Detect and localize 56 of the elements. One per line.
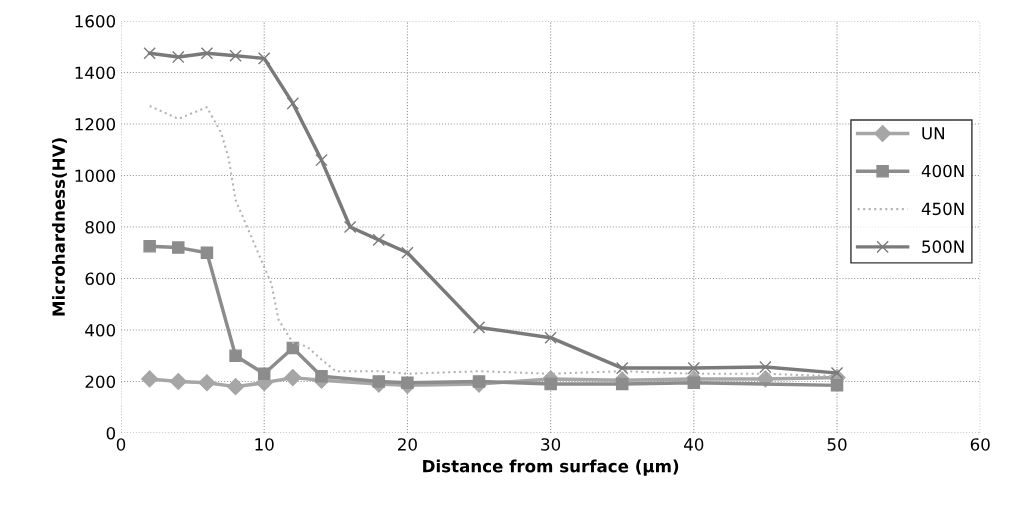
point <box>759 360 772 374</box>
point <box>401 376 414 390</box>
x-tick-label: 50 <box>827 438 847 451</box>
x-tick-label: 10 <box>255 438 274 451</box>
x-tick-label: 0 <box>116 438 126 451</box>
y-tick-label: 200 <box>85 375 116 389</box>
y-tick-label: 1400 <box>75 66 116 80</box>
point <box>229 349 242 362</box>
point <box>172 241 185 254</box>
point <box>198 374 216 392</box>
legend-label: 450N <box>921 202 964 216</box>
point <box>472 375 486 388</box>
point <box>830 366 844 380</box>
point <box>343 220 357 234</box>
point <box>472 321 486 334</box>
y-tick-label: 1000 <box>75 169 116 183</box>
point <box>315 370 328 383</box>
y-tick-label: 1600 <box>75 15 116 28</box>
legend-label: 500N <box>922 240 964 253</box>
point <box>687 376 701 390</box>
point <box>284 369 302 387</box>
point <box>615 361 629 375</box>
point <box>172 50 185 64</box>
point <box>401 246 414 259</box>
point <box>169 372 187 391</box>
point <box>372 233 386 247</box>
point <box>544 377 557 391</box>
point <box>830 379 844 392</box>
point <box>615 377 629 391</box>
point <box>143 240 156 253</box>
x-tick-label: 60 <box>970 438 990 451</box>
y-tick-label: 0 <box>106 426 116 440</box>
x-tick-label: 40 <box>684 438 704 451</box>
y-tick-label: 400 <box>85 323 116 337</box>
y-axis-title: Microhardness(HV) <box>52 138 67 316</box>
point <box>257 52 271 65</box>
legend-label: 400N <box>921 164 964 178</box>
point <box>687 361 701 375</box>
y-tick-label: 1200 <box>75 117 116 131</box>
point <box>141 370 159 388</box>
y-tick-label: 600 <box>85 272 116 286</box>
point <box>200 46 214 60</box>
x-axis-title: Distance from surface (μm) <box>423 459 679 476</box>
point <box>229 49 242 63</box>
point <box>544 331 557 344</box>
point <box>286 97 300 110</box>
point <box>143 46 156 60</box>
point <box>200 246 214 259</box>
point <box>227 378 245 396</box>
legend-label: UN <box>922 127 944 140</box>
point <box>372 375 386 388</box>
y-tick-label: 800 <box>85 220 116 234</box>
x-tick-label: 30 <box>541 438 561 451</box>
x-tick-label: 20 <box>398 438 417 451</box>
point <box>257 367 271 381</box>
point <box>315 153 328 167</box>
